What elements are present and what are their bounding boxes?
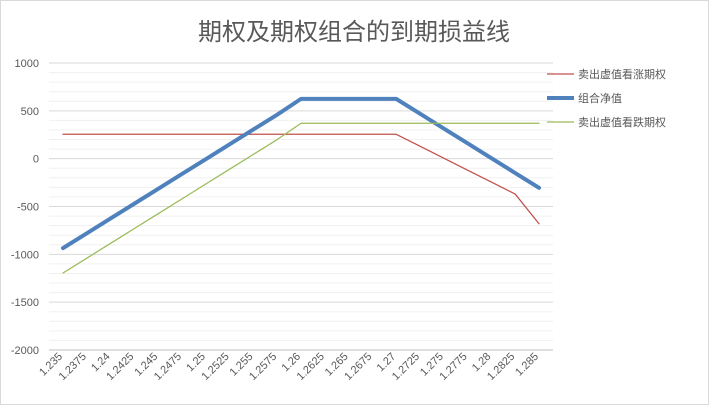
y-tick-label: -1000 [11, 249, 39, 261]
legend-item-2[interactable]: 组合净值 [547, 91, 622, 105]
y-tick-label: 0 [33, 154, 39, 166]
series-line-2 [61, 96, 541, 251]
y-tick-label: 500 [21, 106, 39, 118]
series-line-1 [62, 133, 540, 225]
y-tick-label: -500 [17, 202, 39, 214]
legend-item-3[interactable]: 卖出虚值看跌期权 [547, 115, 666, 129]
y-tick-label: 1000 [15, 58, 39, 70]
series-line-3 [62, 122, 540, 274]
grid [49, 62, 553, 351]
x-tick-label: 1.2625 [295, 351, 327, 383]
legend-label: 卖出虚值看跌期权 [578, 115, 666, 129]
y-axis-tick-labels: 1000 500 0 -500 -1000 -1500 -2000 [11, 58, 39, 357]
x-tick-label: 1.2375 [57, 351, 89, 383]
series-lines [61, 96, 541, 274]
chart-title: 期权及期权组合的到期损益线 [198, 18, 510, 46]
y-tick-label: -2000 [11, 345, 39, 357]
legend-label: 组合净值 [578, 91, 622, 105]
legend-item-1[interactable]: 卖出虚值看涨期权 [547, 67, 666, 81]
y-tick-label: -1500 [11, 297, 39, 309]
x-tick-label: 1.285 [513, 351, 541, 379]
legend-label: 卖出虚值看涨期权 [578, 67, 666, 81]
